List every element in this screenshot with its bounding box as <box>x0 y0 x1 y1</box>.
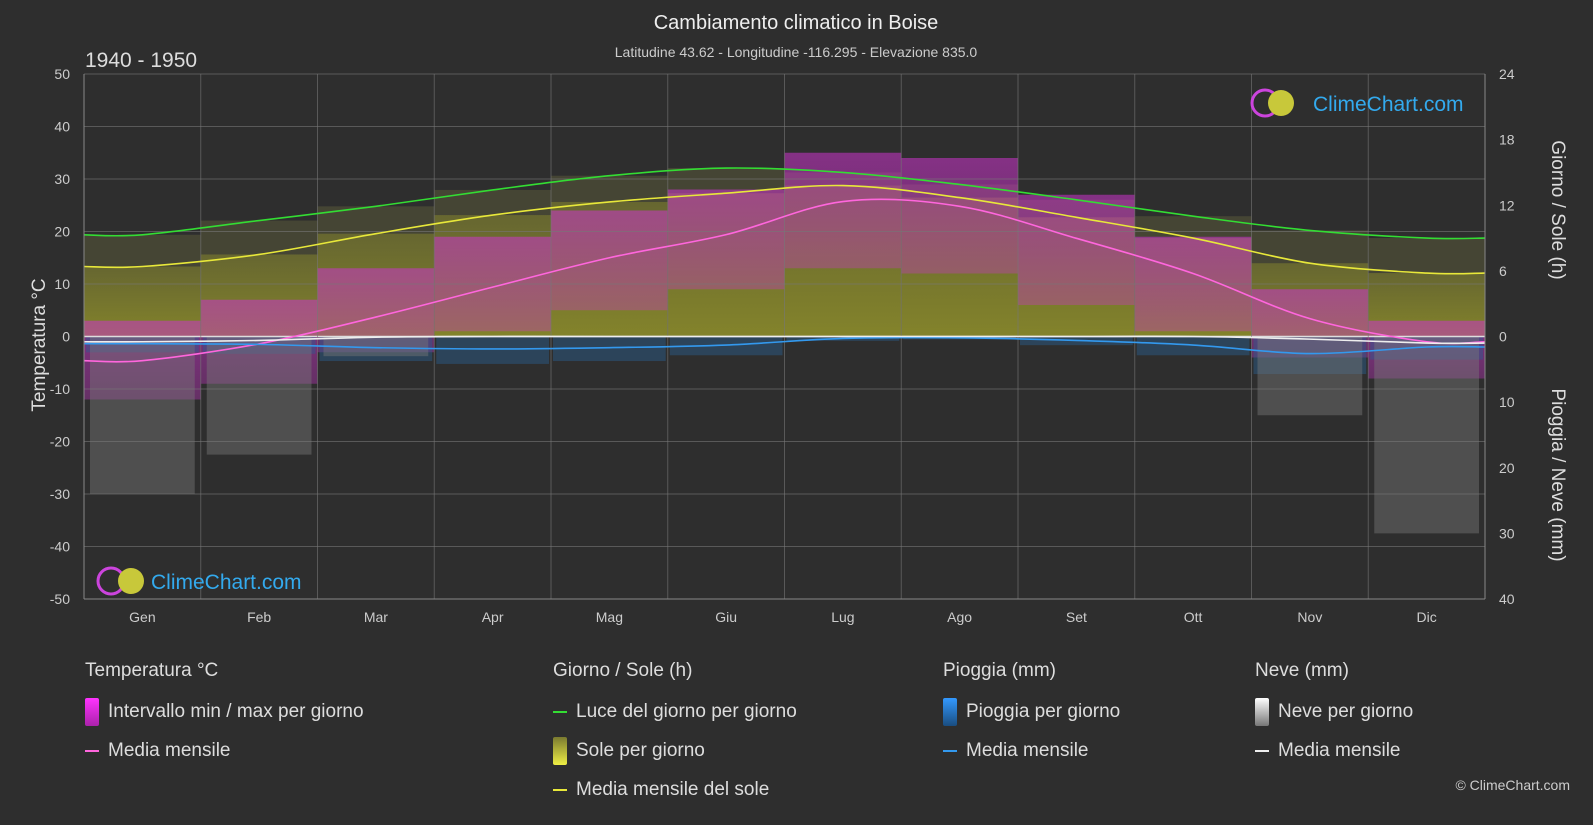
y-right-top-tick-label: 24 <box>1499 66 1515 82</box>
y-right-top-axis-label: Giorno / Sole (h) <box>1547 140 1568 279</box>
sunshine-mean-line <box>83 184 1486 275</box>
legend-swatch <box>553 737 567 765</box>
legend-daylight-sun: Giorno / Sole (h) Luce del giorno per gi… <box>553 660 797 815</box>
x-tick-label: Set <box>1066 609 1087 625</box>
legend-swatch <box>943 750 957 752</box>
x-tick-label: Giu <box>715 609 737 625</box>
watermark-bottom-text: ClimeChart.com <box>151 571 302 594</box>
temp-mean-line <box>83 198 1486 363</box>
logo-sun-icon <box>1268 90 1294 116</box>
legend-item: Pioggia per giorno <box>943 698 1120 726</box>
rain-bar <box>1136 336 1250 356</box>
y-left-tick-label: 40 <box>54 119 70 135</box>
watermark-bottom: ClimeChart.com <box>96 566 302 596</box>
snow-bar <box>1374 336 1479 534</box>
y-left-tick-label: -10 <box>50 381 70 397</box>
y-right-bottom-tick-label: 10 <box>1499 394 1515 410</box>
temp-range-bar <box>551 210 668 311</box>
x-tick-label: Lug <box>831 609 854 625</box>
legend-snow: Neve (mm) Neve per giorno Media mensile <box>1255 660 1413 776</box>
y-right-top-tick-label: 6 <box>1499 263 1507 279</box>
temp-range-bar <box>1251 289 1369 358</box>
y-right-bottom-tick-label: 30 <box>1499 525 1515 541</box>
y-left-tick-label: 0 <box>62 329 70 345</box>
legend-title: Pioggia (mm) <box>943 660 1056 681</box>
y-left-tick-label: -50 <box>50 591 70 607</box>
chart-subtitle: Latitudine 43.62 - Longitudine -116.295 … <box>615 44 978 60</box>
y-left-tick-label: 10 <box>54 276 70 292</box>
snow-bar <box>1257 336 1363 416</box>
temp-range-bar <box>667 189 785 290</box>
x-tick-label: Dic <box>1417 609 1437 625</box>
y-right-bottom-axis-label: Pioggia / Neve (mm) <box>1547 388 1568 561</box>
rain-bar <box>669 336 783 356</box>
watermark-top: ClimeChart.com <box>1250 88 1464 118</box>
y-left-tick-label: -20 <box>50 434 70 450</box>
rain-bar <box>436 336 549 364</box>
x-tick-label: Gen <box>129 609 155 625</box>
legend-swatch <box>1255 750 1269 752</box>
y-right-top-tick-label: 12 <box>1499 197 1515 213</box>
legend-item: Media mensile <box>85 737 364 765</box>
x-tick-label: Ott <box>1184 609 1203 625</box>
chart-title: Cambiamento climatico in Boise <box>654 12 939 34</box>
snow-bar <box>90 336 195 494</box>
y-left-tick-label: -30 <box>50 486 70 502</box>
x-tick-label: Apr <box>482 609 504 625</box>
legend-swatch <box>553 711 567 713</box>
legend-rain: Pioggia (mm) Pioggia per giorno Media me… <box>943 660 1120 776</box>
x-tick-label: Mar <box>364 609 388 625</box>
watermark-top-text: ClimeChart.com <box>1313 93 1464 116</box>
snow-bar <box>206 336 312 455</box>
x-tick-label: Ago <box>947 609 972 625</box>
temp-range-bar <box>901 158 1018 274</box>
legend-swatch <box>943 698 957 726</box>
copyright: © ClimeChart.com <box>1455 777 1570 793</box>
legend-item: Intervallo min / max per giorno <box>85 698 364 726</box>
legend-item: Neve per giorno <box>1255 698 1413 726</box>
daylight-line <box>83 167 1486 240</box>
y-right-top-tick-label: 18 <box>1499 132 1515 148</box>
rain-mean-line <box>83 336 1486 355</box>
legend-swatch <box>85 750 99 752</box>
legend-item: Media mensile <box>1255 737 1413 765</box>
legend-title: Temperatura °C <box>85 660 219 681</box>
climate-chart: Cambiamento climatico in Boise Latitudin… <box>29 12 1568 625</box>
legend-swatch <box>85 698 99 726</box>
snow-mean-line <box>83 335 1486 345</box>
legend-swatch <box>553 789 567 791</box>
legend-item: Sole per giorno <box>553 737 797 765</box>
legend-item: Luce del giorno per giorno <box>553 698 797 726</box>
legend-temperature: Temperatura °C Intervallo min / max per … <box>85 660 364 776</box>
y-right-bottom-tick-label: 40 <box>1499 591 1515 607</box>
rain-bar <box>1253 336 1367 375</box>
y-right-top-tick-label: 0 <box>1499 329 1507 345</box>
y-left-tick-label: 20 <box>54 224 70 240</box>
y-left-tick-label: 30 <box>54 171 70 187</box>
x-tick-label: Nov <box>1297 609 1322 625</box>
y-left-axis-label: Temperatura °C <box>29 278 50 411</box>
legend-item: Media mensile <box>943 737 1120 765</box>
y-left-tick-label: -40 <box>50 539 70 555</box>
legend-swatch <box>1255 698 1269 726</box>
legend-title: Giorno / Sole (h) <box>553 660 693 681</box>
snow-bar <box>323 336 429 357</box>
legend-title: Neve (mm) <box>1255 660 1349 681</box>
y-left-tick-label: 50 <box>54 66 70 82</box>
x-tick-label: Feb <box>247 609 271 625</box>
x-tick-label: Mag <box>596 609 623 625</box>
period-label: 1940 - 1950 <box>85 49 197 72</box>
legend-item: Media mensile del sole <box>553 776 797 804</box>
logo-sun-icon <box>118 568 144 594</box>
y-right-bottom-tick-label: 20 <box>1499 460 1515 476</box>
